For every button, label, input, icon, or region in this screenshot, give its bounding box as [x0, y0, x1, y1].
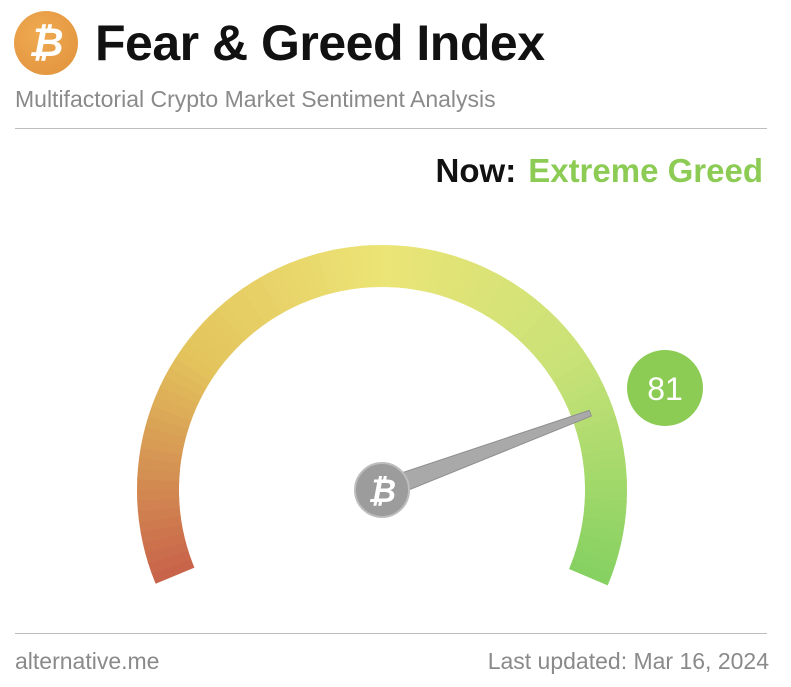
gauge-arc-segment	[181, 339, 222, 374]
gauge-arc-segment	[583, 507, 627, 524]
gauge-arc-segment	[408, 247, 427, 291]
gauge-arc-segment	[575, 542, 619, 566]
gauge-arc-segment	[417, 248, 437, 293]
now-label: Now:	[435, 152, 517, 189]
gauge-arc-segment	[201, 315, 240, 353]
gauge-arc-segment	[584, 479, 627, 492]
gauge-arc-segment	[147, 549, 192, 574]
gauge-arc-segment	[137, 488, 180, 501]
gauge-arc-segment	[148, 404, 192, 429]
gauge-arc-segment	[140, 435, 185, 455]
gauge-arc	[137, 244, 627, 586]
gauge-arc-segment	[318, 250, 340, 294]
gauge-arc-segment	[505, 295, 541, 336]
gauge-arc-segment	[137, 497, 180, 512]
gauge-arc-segment	[216, 301, 253, 341]
gauge-arc-segment	[151, 558, 195, 584]
gauge-arc-segment	[569, 559, 613, 586]
hub-bitcoin-glyph: ₿	[368, 473, 396, 509]
gauge-arc-segment	[142, 532, 186, 554]
gauge-arc-segment	[557, 367, 601, 398]
gauge-arc-segment	[224, 294, 260, 335]
gauge-arc-segment	[512, 302, 549, 342]
needle-hub-bitcoin-icon	[354, 462, 410, 518]
gauge-arc-segment	[208, 308, 246, 347]
gauge-arc-segment	[531, 324, 571, 361]
gauge-arc-segment	[579, 525, 624, 545]
gauge-arc-segment	[382, 245, 395, 288]
header-divider	[15, 128, 767, 129]
last-updated: Last updated: Mar 16, 2024	[487, 648, 769, 674]
gauge-arc-segment	[288, 259, 314, 303]
gauge-needle	[377, 409, 592, 501]
needle-pointer	[377, 409, 592, 501]
gauge-arc-segment	[537, 332, 578, 368]
gauge-arc-segment	[232, 288, 267, 329]
gauge-value: 81	[647, 371, 683, 407]
current-sentiment: Now: Extreme Greed	[436, 152, 763, 190]
gauge-arc-segment	[175, 348, 217, 381]
gauge-arc-segment	[451, 259, 478, 303]
gauge-arc-segment	[543, 340, 584, 375]
gauge-arc-segment	[155, 384, 199, 413]
gauge-arc-segment	[144, 541, 189, 564]
gauge-arc-segment	[137, 477, 180, 490]
gauge-arc-segment	[159, 375, 203, 405]
gauge-arc-segment	[187, 331, 228, 367]
gauge-arc-segment	[268, 267, 298, 310]
gauge-arc-segment	[584, 468, 627, 483]
page-subtitle: Multifactorial Crypto Market Sentiment A…	[15, 86, 496, 112]
source-link[interactable]: alternative.me	[15, 648, 160, 674]
gauge-arc-segment	[278, 263, 306, 307]
gauge-arc-segment	[498, 289, 533, 330]
gauge-arc-segment	[298, 255, 323, 300]
gauge-arc-segment	[443, 256, 468, 300]
gauge-arc-segment	[553, 358, 596, 390]
sentiment-classification: Extreme Greed	[528, 152, 763, 189]
gauge-arc-segment	[467, 267, 497, 311]
gauge-arc-segment	[491, 283, 524, 325]
value-badge	[627, 350, 703, 426]
gauge-arc-segment	[562, 376, 605, 406]
gauge-arc-segment	[577, 533, 622, 556]
gauge-arc-segment	[434, 253, 458, 297]
gauge-arc-segment	[575, 416, 620, 439]
gauge-arc-segment	[169, 356, 212, 389]
gauge-arc-segment	[151, 394, 195, 421]
gauge-arc-segment	[519, 309, 557, 348]
gauge-arc-segment	[425, 250, 448, 295]
gauge-arc-segment	[145, 414, 189, 438]
gauge-arc-segment	[371, 244, 384, 288]
footer-divider	[15, 633, 767, 634]
page-title: Fear & Greed Index	[95, 15, 545, 71]
gauge-arc-segment	[140, 523, 184, 544]
gauge-arc-segment	[308, 252, 331, 297]
gauge-arc-segment	[142, 424, 187, 447]
gauge-arc-segment	[580, 436, 624, 457]
gauge-arc-segment	[241, 282, 275, 324]
gauge-arc-segment	[581, 516, 625, 535]
gauge-arc-segment	[459, 263, 488, 307]
gauge-arc-segment	[475, 272, 506, 315]
gauge-arc-segment	[259, 271, 290, 315]
gauge-arc-segment	[584, 490, 627, 503]
gauge-arc-segment	[360, 245, 375, 288]
gauge-arc-segment	[548, 349, 590, 383]
gauge-arc-segment	[194, 323, 234, 360]
gauge-arc-segment	[137, 456, 181, 473]
gauge-arc-segment	[328, 248, 349, 292]
gauge-arc-segment	[565, 386, 609, 414]
gauge-arc-segment	[525, 316, 564, 354]
gauge-arc-segment	[139, 445, 183, 464]
gauge-arc-segment	[578, 426, 622, 448]
gauge-arc-segment	[572, 406, 617, 431]
gauge-arc-segment	[572, 551, 616, 576]
gauge-arc-segment	[399, 245, 416, 289]
gauge-arc-segment	[164, 366, 207, 397]
gauge-arc-segment	[250, 276, 282, 319]
bitcoin-logo-icon: ₿	[14, 11, 78, 75]
gauge-arc-segment	[483, 277, 516, 320]
